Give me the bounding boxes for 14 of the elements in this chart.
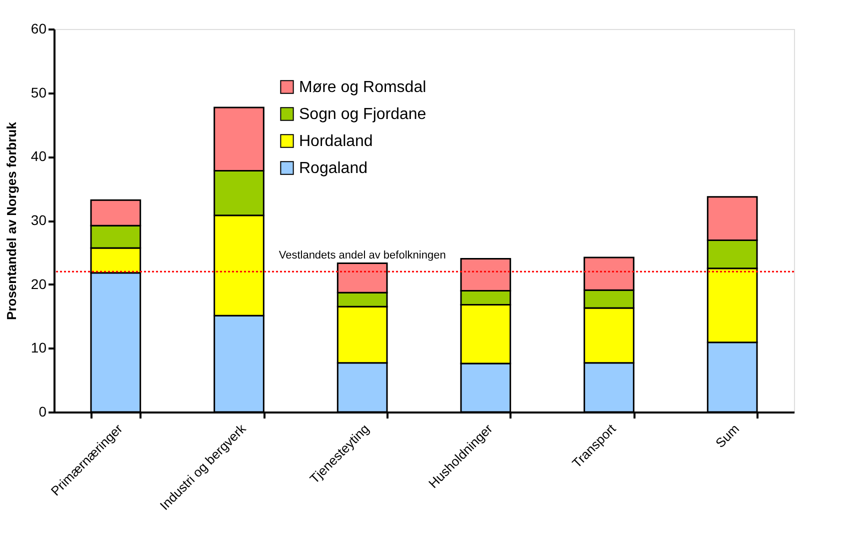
x-tick-label: Sum <box>712 421 742 451</box>
legend-label: Rogaland <box>299 160 368 177</box>
legend-label: Hordaland <box>299 133 373 150</box>
y-tick-label: 30 <box>30 212 47 228</box>
y-tick-label: 50 <box>30 84 47 100</box>
y-axis-title: Prosentandel av Norges forbruk <box>4 121 19 320</box>
y-tick-label: 10 <box>30 340 47 356</box>
y-tick-label: 60 <box>30 20 47 36</box>
y-tick-label: 20 <box>30 276 47 292</box>
ref-line-label: Vestlandets andel av befolkningen <box>278 250 446 262</box>
y-tick-label: 0 <box>38 404 47 420</box>
legend-label: Sogn og Fjordane <box>299 106 426 123</box>
y-tick-label: 40 <box>30 148 47 164</box>
legend-label: Møre og Romsdal <box>299 79 426 96</box>
